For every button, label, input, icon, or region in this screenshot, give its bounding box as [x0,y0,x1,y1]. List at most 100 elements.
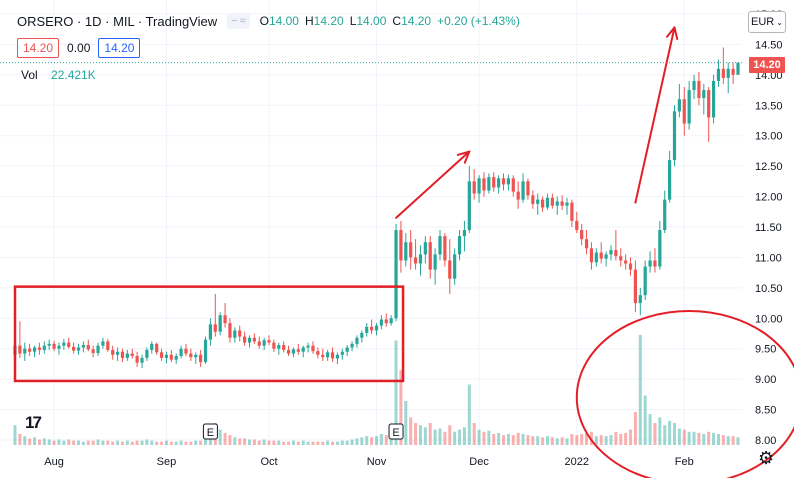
price-tick-label: 9.50 [755,344,776,356]
time-tick-label: Feb [675,456,694,468]
candle-body [682,99,686,124]
candle-body [291,349,296,354]
volume-bar [697,432,701,445]
price-axis[interactable]: 15.0014.5014.0013.5013.0012.5012.0011.50… [755,9,783,447]
volume-bar [164,440,168,445]
volume-bar [28,438,32,445]
volume-bar [91,440,95,445]
candle-body [545,197,550,208]
volume-bar [257,440,261,445]
trend-arrow-head [456,150,471,156]
candle-body [477,178,481,194]
volume-bar [243,438,247,445]
gear-icon[interactable]: ⚙ [758,448,775,468]
candle-body [37,347,42,350]
volume-bar [13,425,17,445]
candle-body [277,345,281,349]
volume-bar [599,435,603,445]
currency-selector[interactable]: EUR ⌄ [748,11,786,33]
volume-bar [438,428,442,445]
volume-bar [658,417,662,445]
sell-price-box[interactable]: 14.20 [17,38,60,58]
volume-bar [130,441,134,445]
candle-body [580,230,584,240]
time-axis[interactable]: Aug Sep Oct Nov Dec 2022 Feb [44,456,693,468]
candle-body [555,201,559,206]
volume-bar [174,441,178,445]
candle-body [267,340,271,343]
volume-bar [604,436,608,445]
candle-body [101,341,105,346]
earnings-marker [388,423,404,440]
volume-bar [492,434,496,445]
candle-body [726,68,730,78]
candle-body [120,351,125,358]
candle-body [345,347,349,352]
candle-body [62,342,66,346]
volume-bar [301,440,305,445]
minus-icon: − [231,15,238,27]
volume-bar [497,432,501,445]
indicator-toggle[interactable]: − ≈ [227,13,250,29]
volume-bar [629,429,633,445]
volume-bar [52,440,56,445]
buy-price-box[interactable]: 14.20 [98,38,141,58]
candle-body [350,343,354,348]
candle-body [365,326,369,333]
volume-bar [545,436,549,445]
candle-body [106,341,110,350]
volume-bar [526,435,530,445]
volume-bar [668,420,672,445]
price-tick-label: 11.50 [755,222,782,234]
price-tick-label: 10.00 [755,313,783,325]
volume-bar [506,434,510,445]
consolidation-box [13,285,405,383]
volume-bar [448,425,452,445]
volume-bar [267,440,271,445]
price-tick-label: 11.00 [755,252,782,264]
candle-body [521,181,525,200]
candle-body [86,345,90,350]
volume-bar [335,441,339,445]
volume-label[interactable]: Vol [21,68,38,82]
candle-body [223,315,227,324]
volume-bar [560,437,564,445]
volume-bar [23,436,27,445]
volume-bar [585,432,589,445]
annotations [13,26,794,478]
tradingview-logo-icon[interactable]: 17 [25,413,42,432]
volume-bar [707,431,711,445]
candle-body [638,295,642,304]
volume-bar [296,441,300,445]
volume-bar [458,429,462,445]
candle-body [282,345,286,350]
time-tick-label: Sep [157,456,177,468]
earnings-marker [202,423,218,440]
trend-arrow [634,26,676,204]
symbol-title[interactable]: ORSERO · 1D · MIL · TradingView [17,13,218,29]
candle-body [379,319,383,326]
candle-body [272,342,276,349]
ohlc-low: L14.00 [349,14,387,28]
volume-bar [409,417,413,445]
candle-body [145,349,149,358]
volume-bar [81,441,85,445]
candle-body [316,351,320,355]
candle-body [628,263,633,270]
candle-body [565,202,569,206]
volume-bar [482,431,486,445]
approx-icon: ≈ [239,15,246,27]
volume-bar [619,434,623,445]
candle-body [233,330,237,338]
volume-bar [291,440,295,445]
candle-body [321,354,325,358]
volume-legend: Vol 22.421K [21,68,96,82]
candle-body [413,257,418,264]
candle-body [653,260,657,267]
volume-bar [189,441,193,445]
candle-body [243,336,247,343]
volume-bar [580,434,584,445]
candle-body [96,345,100,353]
